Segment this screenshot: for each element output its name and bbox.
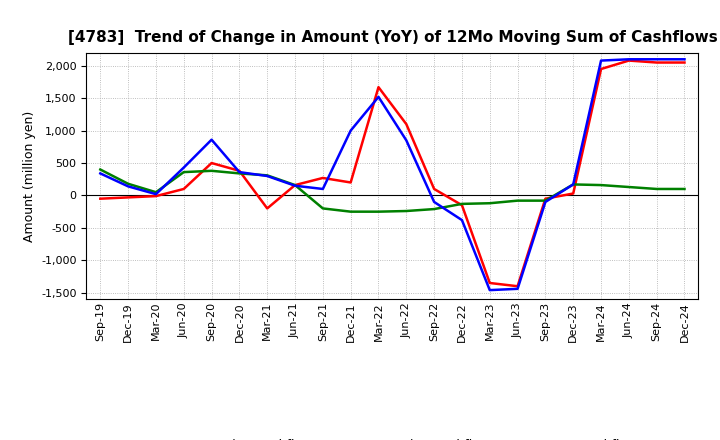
Operating Cashflow	[96, 196, 104, 202]
Investing Cashflow	[124, 181, 132, 187]
Line: Free Cashflow: Free Cashflow	[100, 59, 685, 290]
Operating Cashflow	[179, 186, 188, 191]
Operating Cashflow	[624, 58, 633, 63]
Operating Cashflow	[485, 280, 494, 286]
Free Cashflow	[179, 165, 188, 170]
Investing Cashflow	[541, 198, 550, 203]
Free Cashflow	[624, 57, 633, 62]
Operating Cashflow	[680, 60, 689, 65]
Free Cashflow	[458, 217, 467, 223]
Operating Cashflow	[152, 194, 161, 199]
Investing Cashflow	[680, 186, 689, 191]
Operating Cashflow	[402, 121, 410, 127]
Free Cashflow	[374, 94, 383, 99]
Investing Cashflow	[235, 171, 243, 176]
Free Cashflow	[513, 286, 522, 291]
Free Cashflow	[402, 138, 410, 143]
Line: Investing Cashflow: Investing Cashflow	[100, 169, 685, 212]
Operating Cashflow	[291, 183, 300, 188]
Investing Cashflow	[430, 206, 438, 212]
Operating Cashflow	[513, 284, 522, 289]
Operating Cashflow	[541, 196, 550, 202]
Title: [4783]  Trend of Change in Amount (YoY) of 12Mo Moving Sum of Cashflows: [4783] Trend of Change in Amount (YoY) o…	[68, 29, 717, 45]
Free Cashflow	[430, 199, 438, 205]
Free Cashflow	[597, 58, 606, 63]
Investing Cashflow	[152, 190, 161, 195]
Investing Cashflow	[318, 206, 327, 211]
Investing Cashflow	[346, 209, 355, 214]
Free Cashflow	[652, 57, 661, 62]
Free Cashflow	[124, 184, 132, 189]
Free Cashflow	[680, 57, 689, 62]
Investing Cashflow	[291, 183, 300, 188]
Investing Cashflow	[624, 184, 633, 190]
Free Cashflow	[318, 186, 327, 191]
Investing Cashflow	[652, 186, 661, 191]
Investing Cashflow	[597, 183, 606, 188]
Investing Cashflow	[402, 209, 410, 214]
Operating Cashflow	[569, 191, 577, 196]
Operating Cashflow	[346, 180, 355, 185]
Operating Cashflow	[458, 202, 467, 208]
Operating Cashflow	[207, 161, 216, 166]
Free Cashflow	[207, 137, 216, 142]
Operating Cashflow	[430, 186, 438, 191]
Investing Cashflow	[569, 182, 577, 187]
Operating Cashflow	[597, 66, 606, 72]
Free Cashflow	[485, 287, 494, 293]
Operating Cashflow	[124, 195, 132, 200]
Operating Cashflow	[235, 168, 243, 173]
Free Cashflow	[541, 199, 550, 205]
Investing Cashflow	[485, 201, 494, 206]
Free Cashflow	[96, 171, 104, 176]
Investing Cashflow	[458, 201, 467, 206]
Operating Cashflow	[263, 206, 271, 211]
Operating Cashflow	[374, 84, 383, 90]
Line: Operating Cashflow: Operating Cashflow	[100, 61, 685, 286]
Free Cashflow	[346, 128, 355, 133]
Legend: Operating Cashflow, Investing Cashflow, Free Cashflow: Operating Cashflow, Investing Cashflow, …	[143, 433, 642, 440]
Investing Cashflow	[207, 168, 216, 173]
Investing Cashflow	[96, 167, 104, 172]
Free Cashflow	[263, 173, 271, 179]
Free Cashflow	[569, 182, 577, 187]
Free Cashflow	[235, 169, 243, 175]
Y-axis label: Amount (million yen): Amount (million yen)	[22, 110, 35, 242]
Investing Cashflow	[179, 169, 188, 175]
Free Cashflow	[152, 191, 161, 197]
Free Cashflow	[291, 183, 300, 188]
Investing Cashflow	[513, 198, 522, 203]
Investing Cashflow	[263, 173, 271, 178]
Operating Cashflow	[318, 175, 327, 180]
Operating Cashflow	[652, 60, 661, 65]
Investing Cashflow	[374, 209, 383, 214]
